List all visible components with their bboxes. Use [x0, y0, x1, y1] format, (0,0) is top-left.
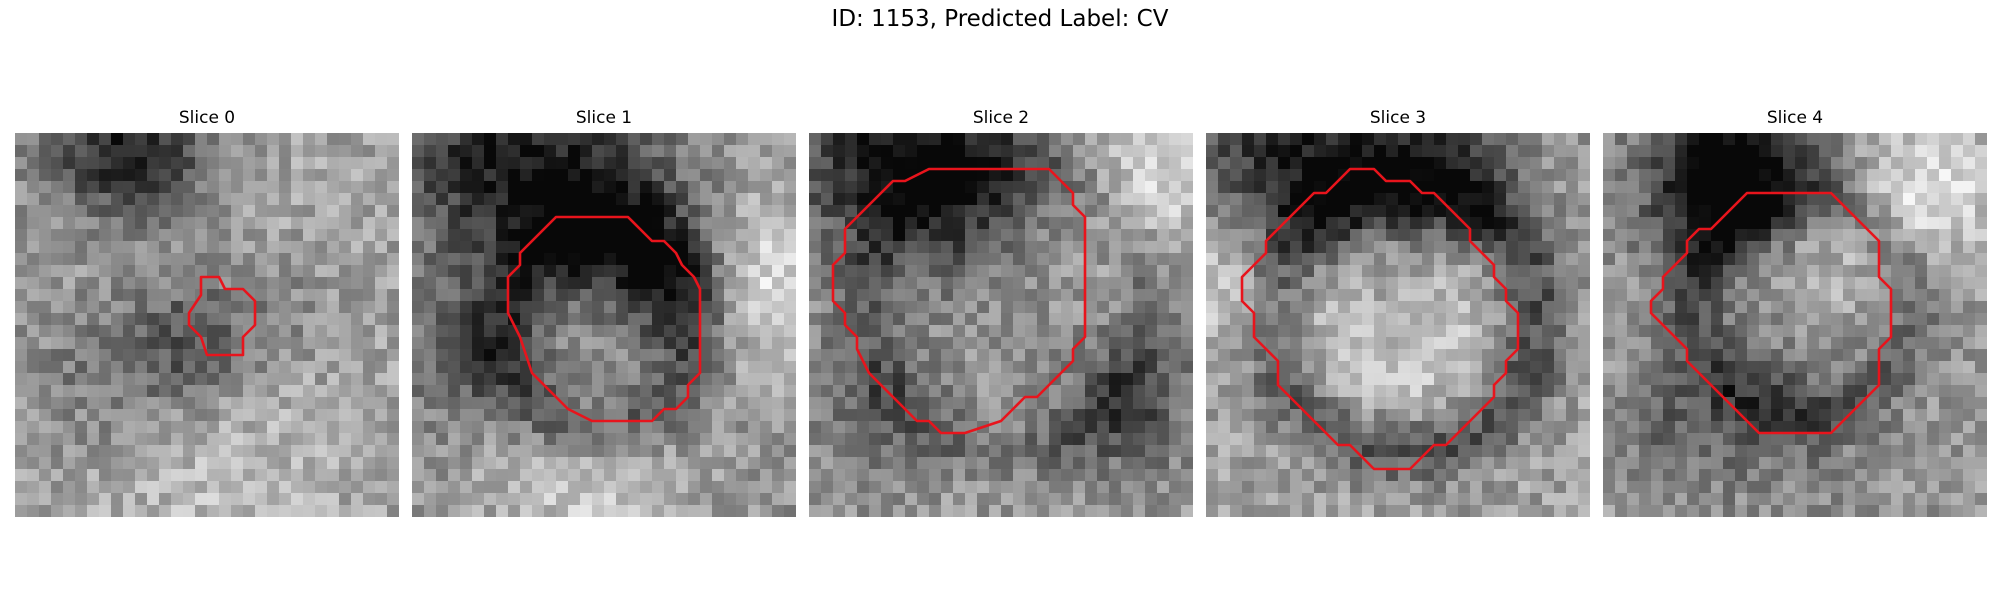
slice-image-2	[809, 133, 1193, 517]
segmentation-contour	[1649, 191, 1893, 435]
slice-title-0: Slice 0	[178, 108, 236, 128]
slice-title-2: Slice 2	[972, 108, 1030, 128]
segmentation-contour	[831, 167, 1087, 435]
slice-image-3	[1206, 133, 1590, 517]
slice-title-3: Slice 3	[1369, 108, 1427, 128]
segmentation-contour	[187, 275, 257, 357]
slice-image-4	[1603, 133, 1987, 517]
slice-title-1: Slice 1	[575, 108, 633, 128]
slice-title-4: Slice 4	[1766, 108, 1824, 128]
slice-image-1	[412, 133, 796, 517]
segmentation-contour	[506, 215, 702, 423]
slice-image-0	[15, 133, 399, 517]
segmentation-contour	[1240, 167, 1520, 471]
figure-title: ID: 1153, Predicted Label: CV	[831, 6, 1169, 32]
